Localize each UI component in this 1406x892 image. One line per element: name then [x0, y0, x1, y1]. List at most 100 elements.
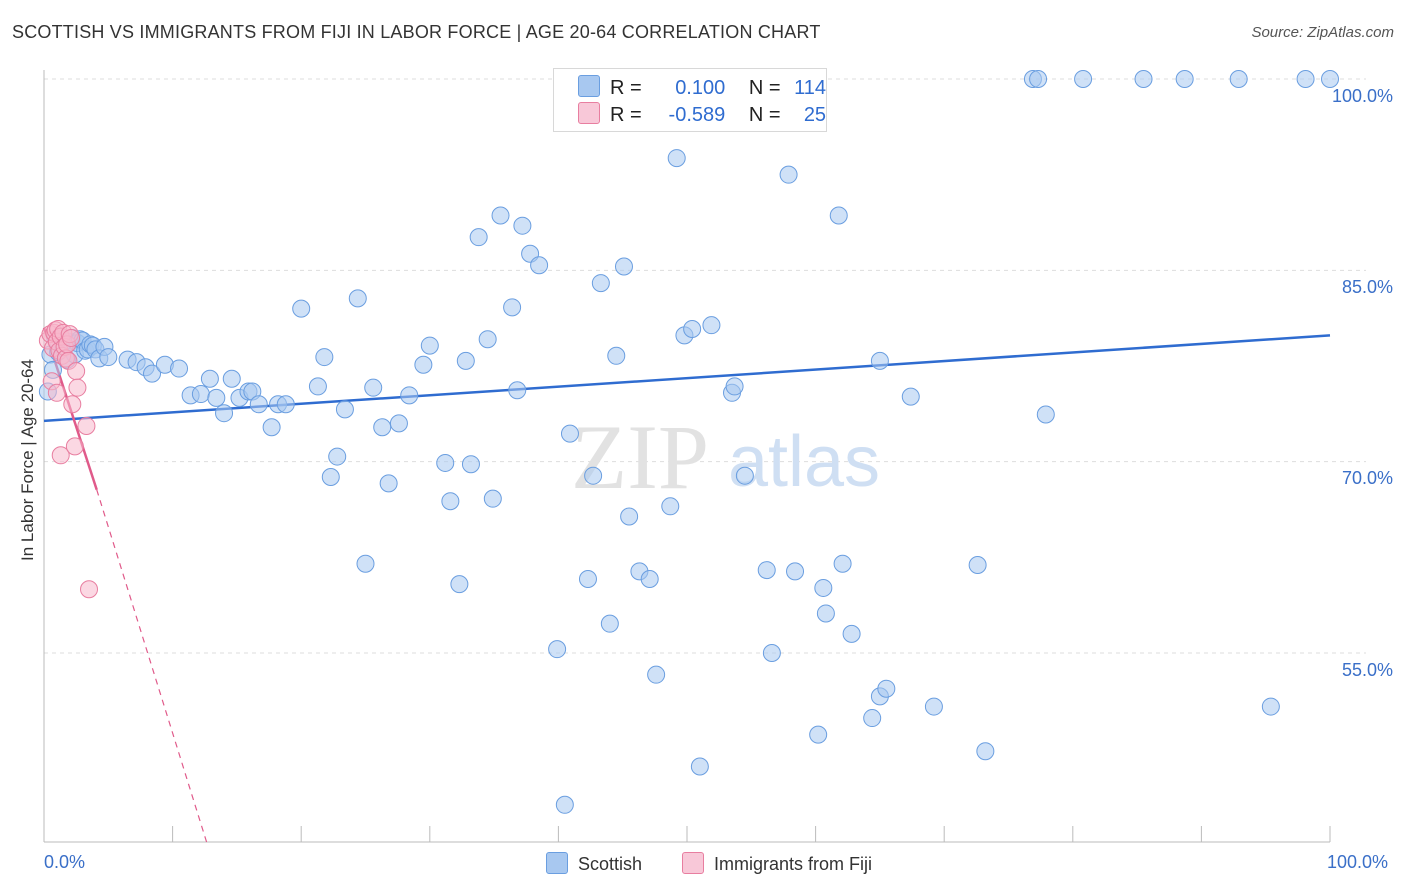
data-point-scottish	[262, 418, 281, 437]
bottom-swatch-fiji	[682, 852, 704, 874]
data-point-scottish	[1296, 70, 1315, 88]
grid-lines	[44, 78, 1366, 654]
data-point-scottish	[863, 709, 882, 728]
bottom-legend-label-scottish: Scottish	[578, 854, 643, 874]
legend-swatch-fiji	[578, 102, 600, 124]
data-point-scottish	[578, 570, 597, 589]
data-point-scottish	[328, 447, 347, 466]
data-point-scottish	[441, 492, 460, 511]
chart-title: SCOTTISH VS IMMIGRANTS FROM FIJI IN LABO…	[12, 22, 821, 42]
data-point-scottish	[308, 377, 327, 396]
legend-r-value-fiji: -0.589	[668, 104, 726, 126]
data-point-scottish	[833, 554, 852, 573]
data-point-scottish	[469, 228, 488, 247]
data-point-scottish	[829, 206, 848, 225]
legend-row-fiji: R = -0.589 N = 25	[578, 102, 826, 127]
watermark-zip: ZIP	[571, 406, 709, 508]
data-point-scottish	[647, 665, 666, 684]
y-tick-85: 85.0%	[1341, 277, 1393, 297]
data-point-scottish	[249, 395, 268, 414]
data-point-scottish	[702, 316, 721, 335]
data-point-scottish	[483, 489, 502, 508]
data-point-scottish	[842, 624, 861, 643]
data-point-fiji	[80, 580, 99, 599]
data-point-fiji	[77, 416, 96, 435]
data-point-scottish	[503, 298, 522, 317]
source-label: Source: ZipAtlas.com	[1251, 24, 1394, 41]
data-point-scottish	[478, 330, 497, 349]
data-point-scottish	[1321, 70, 1339, 88]
axes	[43, 70, 1331, 843]
data-point-scottish	[321, 467, 340, 486]
data-point-scottish	[1029, 70, 1048, 88]
data-point-scottish	[870, 351, 889, 370]
data-point-scottish	[513, 216, 532, 235]
bottom-swatch-scottish	[546, 852, 568, 874]
data-point-scottish	[779, 165, 798, 184]
data-point-scottish	[99, 348, 118, 367]
data-point-scottish	[356, 554, 375, 573]
data-point-scottish	[414, 355, 433, 374]
data-point-fiji	[47, 383, 66, 402]
legend-n-label: N =	[748, 77, 781, 99]
data-point-scottish	[620, 507, 639, 526]
data-point-scottish	[191, 385, 210, 404]
data-point-scottish	[690, 757, 709, 776]
legend-n-value-scottish: 114	[794, 77, 827, 99]
data-point-scottish	[725, 377, 744, 396]
data-point-scottish	[816, 604, 835, 623]
data-point-scottish	[735, 466, 754, 485]
data-point-scottish	[786, 562, 805, 581]
data-point-scottish	[389, 414, 408, 433]
data-point-fiji	[62, 328, 81, 347]
data-point-scottish	[1036, 405, 1055, 424]
data-point-scottish	[614, 257, 633, 276]
data-point-scottish	[450, 575, 469, 594]
data-point-scottish	[530, 256, 549, 275]
data-point-scottish	[207, 388, 226, 407]
data-point-scottish	[1074, 70, 1093, 88]
data-point-scottish	[814, 578, 833, 597]
data-point-scottish	[315, 348, 334, 367]
data-point-scottish	[548, 640, 567, 659]
data-point-scottish	[683, 320, 702, 339]
data-point-scottish	[335, 400, 354, 419]
data-point-scottish	[1261, 697, 1280, 716]
data-point-scottish	[436, 453, 455, 472]
data-point-scottish	[762, 644, 781, 662]
data-point-fiji	[51, 446, 70, 465]
data-point-scottish	[292, 299, 311, 318]
data-point-scottish	[508, 381, 527, 400]
data-point-scottish	[456, 351, 475, 370]
data-point-scottish	[667, 149, 686, 168]
stats-legend: R = 0.100 N = 114 R = -0.589 N = 25	[553, 68, 827, 132]
x-tick-0: 0.0%	[44, 852, 86, 872]
data-point-scottish	[364, 378, 383, 397]
legend-r-value-scottish: 0.100	[675, 77, 726, 99]
y-tick-70: 70.0%	[1341, 468, 1393, 488]
data-point-scottish	[348, 289, 367, 308]
data-point-fiji	[63, 395, 82, 414]
data-point-scottish	[379, 474, 398, 493]
data-point-fiji	[67, 362, 86, 381]
data-point-scottish	[809, 725, 828, 744]
data-point-scottish	[215, 404, 234, 423]
data-point-scottish	[968, 555, 987, 574]
data-point-scottish	[222, 369, 241, 388]
data-point-scottish	[560, 424, 579, 443]
data-point-scottish	[607, 346, 626, 365]
legend-swatch-scottish	[578, 75, 600, 97]
bottom-legend-scottish: Scottish	[546, 852, 642, 875]
data-point-scottish	[491, 206, 510, 225]
data-point-scottish	[600, 614, 619, 633]
x-tick-100: 100.0%	[1327, 852, 1389, 872]
y-tick-55: 55.0%	[1341, 660, 1393, 680]
data-point-scottish	[591, 274, 610, 293]
legend-row-scottish: R = 0.100 N = 114	[578, 75, 826, 100]
data-point-scottish	[976, 742, 995, 761]
data-point-scottish	[373, 418, 392, 437]
legend-n-value-fiji: 25	[803, 104, 827, 126]
watermark: ZIP atlas	[571, 406, 880, 508]
data-point-scottish	[584, 466, 603, 485]
